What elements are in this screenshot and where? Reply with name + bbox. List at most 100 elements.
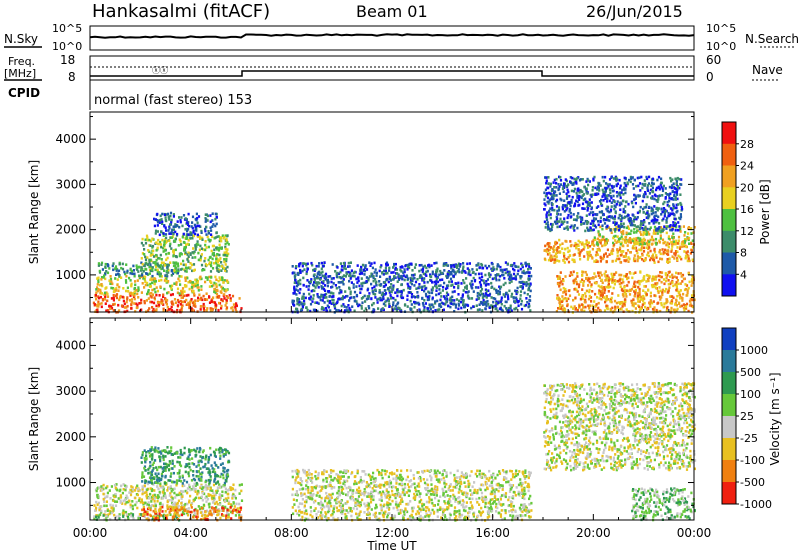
power-cell (320, 295, 323, 298)
power-cell (600, 204, 603, 207)
power-cell (474, 272, 477, 276)
power-cell (322, 294, 325, 297)
power-cell (324, 278, 327, 281)
power-cell (425, 270, 428, 274)
power-cell (674, 187, 677, 191)
power-cell (577, 293, 581, 296)
power-cell (413, 276, 416, 280)
power-cell (429, 307, 432, 311)
power-cell (435, 289, 438, 292)
power-cell (356, 264, 359, 267)
power-cell (180, 307, 183, 311)
power-cell (617, 294, 620, 297)
power-cell (589, 211, 592, 214)
power-cell (331, 263, 334, 266)
power-cell (302, 283, 305, 287)
power-cell (112, 303, 115, 306)
power-cell (178, 225, 181, 229)
power-cell (434, 300, 437, 303)
power-cell (380, 309, 383, 312)
power-cell (109, 282, 112, 285)
power-cell (202, 248, 205, 251)
power-cell (647, 274, 650, 277)
power-cell (677, 221, 680, 224)
power-cell (522, 281, 525, 284)
power-cell (682, 306, 685, 310)
power-cell (190, 307, 193, 310)
power-cell (485, 266, 489, 270)
power-cell (193, 302, 197, 306)
power-cell (657, 207, 660, 210)
power-cell (196, 240, 199, 243)
power-cell (156, 262, 159, 265)
power-cell (169, 284, 172, 288)
power-cell (598, 297, 601, 300)
power-cell (117, 303, 120, 307)
velocity-cell (221, 494, 224, 497)
power-cell (423, 284, 426, 288)
power-cell (457, 302, 460, 306)
power-cell (303, 262, 306, 265)
power-cell (190, 298, 193, 301)
power-cell (665, 221, 668, 224)
power-cell (660, 185, 663, 189)
power-cell (659, 252, 662, 256)
power-cell (664, 196, 667, 199)
y-tick-label: 1000 (55, 268, 86, 282)
power-cell (663, 290, 667, 293)
power-cell (598, 233, 601, 236)
power-cell (140, 308, 143, 312)
power-cell (523, 304, 526, 308)
power-cell (691, 246, 695, 249)
power-cell (144, 275, 147, 279)
power-cell (491, 268, 494, 272)
power-cell (513, 300, 516, 303)
power-cell (632, 205, 635, 209)
power-cell (558, 307, 561, 310)
power-cell (567, 297, 570, 301)
power-cell (440, 301, 443, 305)
power-cell (208, 295, 211, 298)
power-cell (568, 274, 571, 277)
power-cell (491, 262, 494, 266)
power-cell (650, 235, 654, 239)
power-cell (109, 307, 112, 310)
power-cell (676, 246, 679, 249)
power-cell (115, 296, 119, 300)
power-cell (556, 275, 559, 278)
power-cell (465, 287, 468, 290)
velocity-cell (102, 497, 105, 501)
power-cell (494, 297, 497, 301)
power-cell (547, 200, 550, 204)
power-cell (624, 300, 627, 304)
power-cell (137, 288, 140, 292)
power-cell (459, 263, 462, 266)
nsearch-tick-top: 10^5 (706, 22, 736, 35)
power-cell (671, 279, 674, 283)
power-cell (519, 290, 523, 293)
power-cell (187, 301, 190, 305)
power-cell (677, 254, 680, 258)
velocity-cell (219, 496, 222, 500)
power-cell (149, 278, 152, 282)
power-cell (97, 262, 100, 265)
power-cell (122, 287, 125, 290)
power-cell (449, 277, 453, 281)
power-cell (470, 306, 473, 310)
power-cell (229, 299, 232, 302)
power-cell (644, 192, 647, 196)
power-cell (682, 240, 685, 243)
power-cell (316, 301, 319, 304)
velocity-cell (150, 498, 153, 501)
power-cell (556, 259, 559, 262)
power-cell (568, 208, 572, 211)
power-cell (444, 302, 447, 306)
power-cell (596, 213, 599, 216)
power-cell (480, 285, 483, 288)
power-cell (648, 192, 651, 195)
power-cell (314, 281, 318, 284)
power-cell (687, 286, 690, 290)
power-cell (163, 213, 167, 217)
power-cell (400, 290, 403, 293)
